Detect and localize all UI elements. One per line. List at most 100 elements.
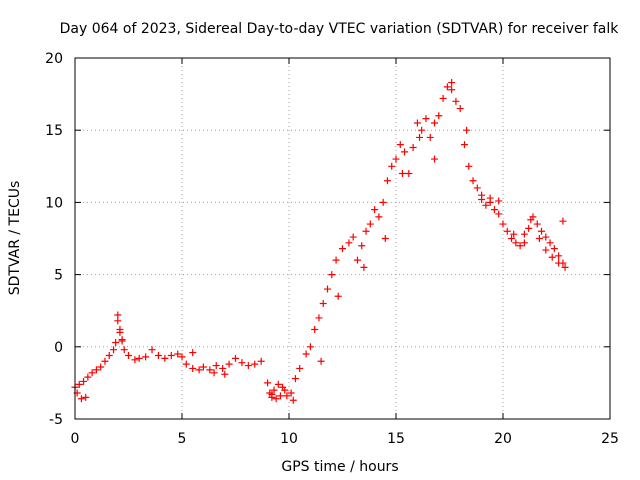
data-point (469, 177, 477, 185)
x-tick-label: 0 (71, 431, 80, 447)
data-point (456, 105, 464, 113)
data-point (360, 263, 368, 271)
x-tick-label: 25 (601, 431, 619, 447)
data-point (345, 239, 353, 247)
data-point (178, 353, 186, 361)
data-point (375, 213, 383, 221)
data-point (302, 350, 310, 358)
data-point (542, 233, 550, 241)
data-point (142, 353, 150, 361)
data-point (101, 357, 109, 365)
data-point (317, 357, 325, 365)
axis-ticks: 0 5 10 15 20 25 -5 0 5 10 15 20 (45, 51, 619, 447)
data-point (272, 395, 280, 403)
data-point (546, 239, 554, 247)
x-tick-label: 20 (494, 431, 512, 447)
data-point (324, 285, 332, 293)
data-point (431, 119, 439, 127)
data-point (319, 299, 327, 307)
data-point (478, 191, 486, 199)
data-point (84, 373, 92, 381)
data-point (199, 363, 207, 371)
data-point (443, 83, 451, 91)
data-point (448, 79, 456, 87)
data-point (533, 220, 541, 228)
data-point (244, 362, 252, 370)
data-point (77, 395, 85, 403)
data-point (353, 256, 361, 264)
chart-title: Day 064 of 2023, Sidereal Day-to-day VTE… (60, 21, 620, 37)
data-point (398, 170, 406, 178)
data-point (452, 97, 460, 105)
data-point (268, 390, 276, 398)
data-point (559, 217, 567, 225)
data-point (125, 351, 132, 359)
data-point (281, 386, 289, 394)
data-point (92, 366, 100, 374)
data-point (334, 292, 342, 300)
data-point (538, 227, 546, 235)
data-point (508, 235, 516, 242)
data-point (105, 351, 113, 359)
data-point (510, 230, 518, 238)
data-point (422, 115, 430, 123)
y-tick-label: 0 (54, 340, 63, 356)
y-tick-label: 15 (45, 123, 63, 139)
data-point (362, 227, 370, 235)
data-point (311, 325, 319, 333)
x-axis-label: GPS time / hours (281, 459, 398, 475)
y-axis-label: SDTVAR / TECUs (7, 181, 23, 296)
data-point (189, 349, 197, 357)
data-point (525, 224, 533, 232)
data-point (75, 380, 83, 388)
x-tick-label: 15 (387, 431, 405, 447)
data-point (221, 370, 229, 378)
data-point (358, 242, 366, 250)
data-point (435, 112, 443, 120)
x-tick-label: 10 (280, 431, 298, 447)
data-point (416, 133, 424, 141)
data-point (460, 141, 468, 149)
data-point (283, 392, 291, 400)
data-point (212, 362, 220, 370)
data-point (418, 126, 426, 134)
data-point (135, 354, 143, 362)
data-point (542, 246, 550, 254)
y-tick-label: 10 (45, 195, 63, 211)
data-point (512, 239, 520, 247)
data-point (383, 177, 391, 185)
data-series-sdtvar (71, 79, 569, 404)
data-point (110, 346, 118, 354)
data-point (405, 170, 413, 178)
data-point (238, 359, 246, 367)
data-point (379, 198, 387, 206)
data-point (463, 126, 471, 134)
data-point (296, 364, 304, 372)
data-point (439, 94, 447, 102)
data-point (276, 392, 284, 400)
y-tick-label: 20 (45, 51, 63, 67)
data-point (154, 351, 162, 359)
data-point (174, 350, 182, 358)
data-point (503, 227, 511, 235)
data-point (482, 201, 490, 209)
data-point (520, 230, 528, 238)
data-point (381, 235, 389, 242)
data-point (232, 354, 239, 362)
data-point (257, 357, 265, 365)
data-point (396, 141, 404, 149)
data-point (520, 239, 528, 247)
data-point (131, 356, 139, 364)
data-point (182, 360, 190, 368)
data-point (82, 393, 90, 401)
data-point (413, 119, 421, 127)
plot-frame (74, 57, 611, 420)
data-point (291, 375, 299, 383)
data-point (161, 354, 169, 362)
data-point (561, 263, 569, 271)
data-point (206, 366, 214, 374)
data-point (486, 194, 494, 202)
data-point (490, 206, 498, 214)
